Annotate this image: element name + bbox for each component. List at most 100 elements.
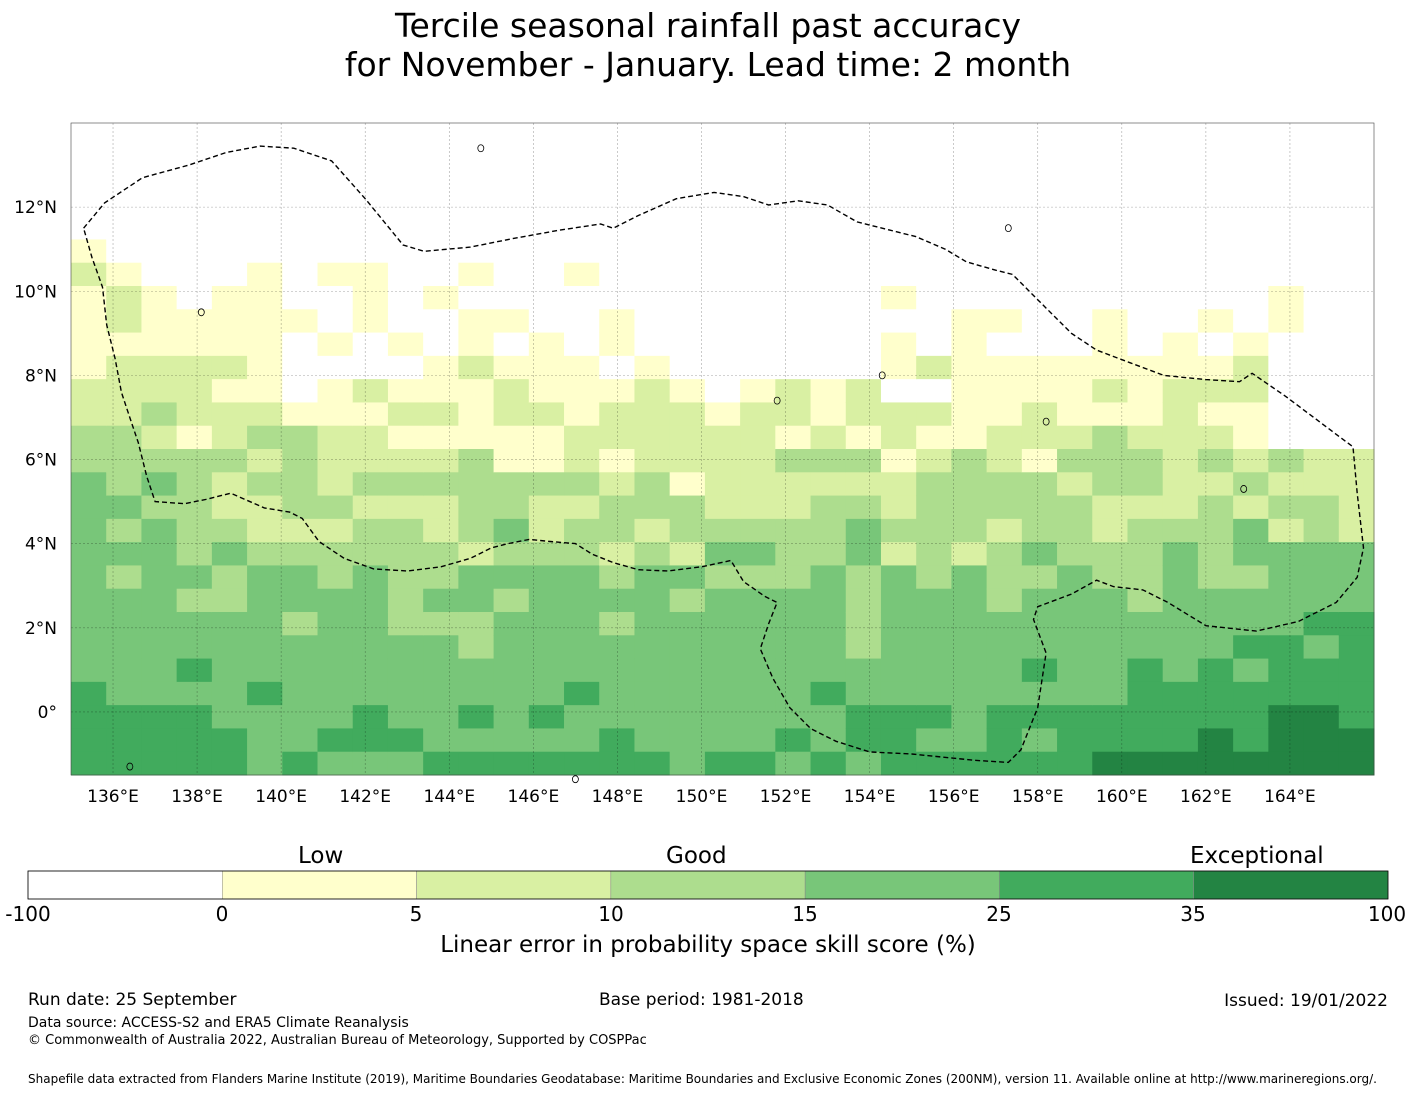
grid-cell bbox=[247, 635, 283, 660]
grid-cell bbox=[387, 146, 424, 171]
grid-cell bbox=[1197, 705, 1234, 729]
grid-cell bbox=[1127, 286, 1164, 310]
grid-cell bbox=[951, 169, 988, 194]
grid-cell bbox=[986, 472, 1023, 497]
grid-cell bbox=[247, 169, 283, 194]
grid-cell bbox=[352, 518, 389, 543]
grid-cell bbox=[704, 355, 741, 380]
grid-cell bbox=[1303, 635, 1340, 660]
grid-cell bbox=[1303, 751, 1340, 776]
grid-cell bbox=[352, 169, 389, 194]
grid-cell bbox=[880, 146, 917, 171]
grid-cell bbox=[317, 379, 354, 403]
grid-cell bbox=[317, 192, 354, 217]
grid-cell bbox=[1303, 402, 1340, 427]
grid-cell bbox=[951, 146, 988, 171]
grid-cell bbox=[634, 449, 671, 473]
grid-cell bbox=[1268, 332, 1305, 357]
grid-cell bbox=[317, 286, 354, 310]
grid-cell bbox=[423, 728, 459, 753]
grid-cell bbox=[1303, 123, 1340, 147]
grid-cell bbox=[211, 355, 248, 380]
grid-cell bbox=[493, 612, 530, 636]
grid-cell bbox=[845, 472, 882, 497]
grid-cell bbox=[951, 518, 988, 543]
island-outline bbox=[1042, 417, 1050, 426]
grid-cell bbox=[352, 123, 389, 147]
grid-cell bbox=[704, 565, 741, 590]
grid-cell bbox=[1021, 681, 1058, 706]
grid-cell bbox=[282, 146, 319, 171]
grid-cell bbox=[669, 355, 706, 380]
grid-cell bbox=[106, 192, 142, 217]
grid-cell bbox=[387, 355, 424, 380]
grid-cell bbox=[1197, 588, 1234, 613]
grid-cell bbox=[669, 286, 706, 310]
grid-cell bbox=[1268, 239, 1305, 264]
grid-cell bbox=[528, 355, 565, 380]
grid-cell bbox=[951, 728, 988, 753]
grid-cell bbox=[317, 542, 354, 566]
grid-cell bbox=[1197, 425, 1234, 450]
grid-cell bbox=[1021, 588, 1058, 613]
grid-cell bbox=[458, 379, 495, 403]
grid-cell bbox=[634, 123, 671, 147]
grid-cell bbox=[810, 565, 847, 590]
grid-cell bbox=[740, 658, 776, 683]
grid-cell bbox=[1162, 379, 1199, 403]
grid-cell bbox=[1233, 262, 1269, 287]
grid-cell bbox=[1268, 751, 1305, 776]
grid-cell bbox=[282, 472, 319, 497]
grid-cell bbox=[916, 658, 952, 683]
grid-cell bbox=[71, 518, 107, 543]
grid-cell bbox=[916, 169, 952, 194]
grid-cell bbox=[1338, 658, 1375, 683]
grid-cell bbox=[634, 355, 671, 380]
grid-cell bbox=[493, 309, 530, 334]
grid-cell bbox=[528, 402, 565, 427]
grid-cell bbox=[1092, 379, 1128, 403]
grid-cell bbox=[951, 449, 988, 473]
grid-cell bbox=[634, 332, 671, 357]
grid-cell bbox=[564, 169, 600, 194]
grid-cell bbox=[423, 635, 459, 660]
grid-cell bbox=[528, 262, 565, 287]
grid-cell bbox=[916, 123, 952, 147]
grid-cell bbox=[986, 635, 1023, 660]
grid-cell bbox=[211, 658, 248, 683]
grid-cell bbox=[528, 216, 565, 240]
grid-cell bbox=[564, 286, 600, 310]
latitude-label: 2°N bbox=[25, 619, 57, 639]
grid-cell bbox=[810, 518, 847, 543]
grid-cell bbox=[951, 262, 988, 287]
grid-cell bbox=[1233, 332, 1269, 357]
longitude-label: 158°E bbox=[1012, 787, 1064, 807]
grid-cell bbox=[423, 658, 459, 683]
grid-cell bbox=[1338, 635, 1375, 660]
grid-cell bbox=[775, 681, 812, 706]
grid-cell bbox=[634, 239, 671, 264]
grid-cell bbox=[247, 588, 283, 613]
grid-cell bbox=[986, 658, 1023, 683]
grid-cell bbox=[775, 449, 812, 473]
colorbar-tick-label: 15 bbox=[792, 902, 818, 926]
grid-cell bbox=[423, 402, 459, 427]
grid-cell bbox=[1092, 355, 1128, 380]
grid-cell bbox=[106, 705, 142, 729]
grid-cell bbox=[951, 495, 988, 520]
grid-cell bbox=[1021, 612, 1058, 636]
grid-cell bbox=[71, 658, 107, 683]
grid-cell bbox=[71, 705, 107, 729]
grid-cell bbox=[845, 612, 882, 636]
grid-cell bbox=[1162, 286, 1199, 310]
grid-cell bbox=[986, 728, 1023, 753]
grid-cell bbox=[1233, 518, 1269, 543]
grid-cell bbox=[1162, 309, 1199, 334]
grid-cell bbox=[1338, 612, 1375, 636]
grid-cell bbox=[845, 192, 882, 217]
grid-cell bbox=[845, 169, 882, 194]
grid-cell bbox=[493, 472, 530, 497]
grid-cell bbox=[106, 449, 142, 473]
grid-cell bbox=[1303, 146, 1340, 171]
grid-cell bbox=[845, 355, 882, 380]
